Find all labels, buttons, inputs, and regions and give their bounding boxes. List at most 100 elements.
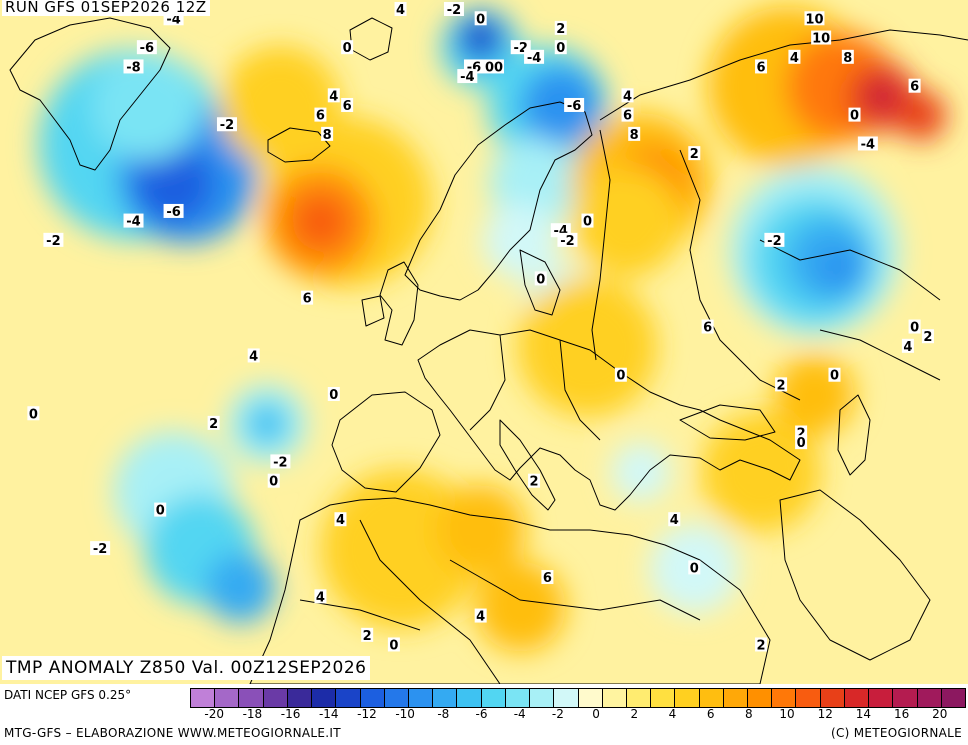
color-scale-cell (844, 689, 870, 707)
color-scale-cell (626, 689, 652, 707)
contour-label-text: 6 (703, 321, 712, 336)
contour-label: 6 (341, 97, 354, 114)
color-scale-cell (457, 689, 482, 707)
color-scale-cell (578, 689, 603, 707)
contour-label: 6 (908, 78, 921, 95)
color-scale-tick: -14 (318, 707, 339, 721)
iceland-coast (267, 127, 331, 163)
color-scale-tick: -16 (280, 707, 301, 721)
contour-label-text: 10 (812, 32, 830, 47)
anomaly-blob (435, 484, 526, 575)
contour-label-text: -6 (140, 41, 154, 56)
contour-label-text: 0 (389, 638, 398, 653)
color-scale-ticks: -20 -18 -16 -14 -12 -10 -8 -6 -4 -2 0 2 4 6 8 10 12 14 16 2… (190, 707, 966, 723)
contour-label-text: 0 (329, 388, 338, 403)
contour-label-text: 8 (843, 51, 852, 66)
color-scale-cell (263, 689, 288, 707)
contour-label: 0 (474, 11, 487, 27)
contour-label: 8 (321, 126, 334, 143)
anomaly-blob (863, 78, 900, 115)
anomaly-blob (320, 469, 481, 630)
contour-label-text: 0 (583, 215, 592, 230)
contour-label: -2 (557, 232, 578, 249)
contour-label-text: 2 (797, 427, 806, 442)
color-scale-cell (530, 689, 555, 707)
anomaly-blob (517, 276, 658, 417)
contour-label-text: 4 (396, 3, 405, 18)
contour-label: 4 (394, 2, 407, 18)
contour-label-text: -2 (220, 118, 234, 133)
africa-coast (249, 497, 771, 684)
contour-label-text: -4 (126, 215, 140, 230)
contour-label: 6 (301, 290, 314, 307)
color-scale-tick: 2 (630, 707, 639, 721)
contour-label: 2 (554, 20, 567, 37)
credits-left: MTG-GFS – ELABORAZIONE WWW.METEOGIORNALE… (4, 726, 341, 740)
contour-label: 8 (841, 49, 854, 66)
data-source-label: DATI NCEP GFS 0.25° (4, 688, 132, 702)
arabia-coast (779, 489, 931, 661)
contour-label: 0 (27, 406, 40, 422)
contour-label-text: 2 (363, 629, 372, 644)
contour-label: -2 (270, 454, 291, 470)
anomaly-blob (520, 65, 601, 146)
contour-label: -8 (123, 59, 144, 75)
contour-label-text: 0 (476, 12, 485, 27)
baltic-coast (519, 249, 561, 316)
russia-north-coast (599, 29, 968, 121)
contour-label-text: -2 (273, 455, 287, 470)
color-scale-tick: 8 (745, 707, 753, 721)
anomaly-blob (220, 45, 341, 166)
contour-label: 2 (755, 637, 768, 653)
color-scale-cell (239, 689, 264, 707)
contour-label: 0 (908, 319, 921, 336)
color-scale (190, 688, 966, 708)
contour-label-text: 2 (777, 378, 786, 393)
color-scale-cell (772, 689, 797, 707)
contour-label: -4 (457, 69, 478, 85)
color-scale-cell (748, 689, 773, 707)
contour-label: 0 (614, 367, 627, 384)
contour-label-text: -4 (527, 51, 541, 66)
anomaly-shading (38, 6, 947, 652)
contour-label: -2 (216, 117, 237, 133)
contour-label-text: -4 (166, 12, 180, 27)
anomaly-blob (467, 25, 494, 52)
anomaly-blob (701, 412, 822, 533)
contour-label: 00 (484, 59, 505, 75)
color-scale-cell (191, 689, 216, 707)
contour-label-text: 00 (485, 60, 503, 75)
contour-label-text: 0 (850, 109, 859, 124)
contour-label-text: 4 (316, 590, 325, 605)
contour-label-text: 2 (757, 638, 766, 653)
contour-label-text: 6 (316, 109, 325, 124)
contour-label: 0 (267, 473, 280, 490)
contour-label: 6 (755, 59, 768, 75)
contour-label-text: 8 (323, 128, 332, 143)
color-scale-tick: 10 (779, 707, 795, 721)
contour-label-text: 4 (249, 349, 258, 364)
contour-label-text: 2 (923, 330, 932, 345)
contour-label: -6 (136, 40, 157, 56)
anomaly-blob (475, 561, 566, 652)
contour-label: 0 (688, 560, 701, 576)
contour-label-text: -8 (126, 60, 140, 75)
contour-label: 0 (848, 107, 861, 124)
border-8 (359, 519, 501, 684)
contour-label: 0 (554, 40, 567, 56)
color-scale-tick: 12 (817, 707, 833, 721)
contour-label-text: -2 (93, 542, 107, 557)
contour-label: 4 (901, 338, 914, 355)
color-scale-tick: -12 (357, 707, 377, 721)
contour-label: 2 (921, 329, 934, 345)
color-scale-cell (602, 689, 627, 707)
color-scale-tick: -4 (513, 707, 526, 721)
contour-label: 4 (314, 589, 327, 605)
contour-label-text: 0 (690, 561, 699, 576)
contour-label-text: -2 (46, 234, 60, 249)
anomaly-blob (774, 354, 855, 435)
scandinavia-coast (404, 101, 593, 301)
anomaly-blob (133, 143, 214, 224)
contour-label: -2 (764, 232, 785, 249)
